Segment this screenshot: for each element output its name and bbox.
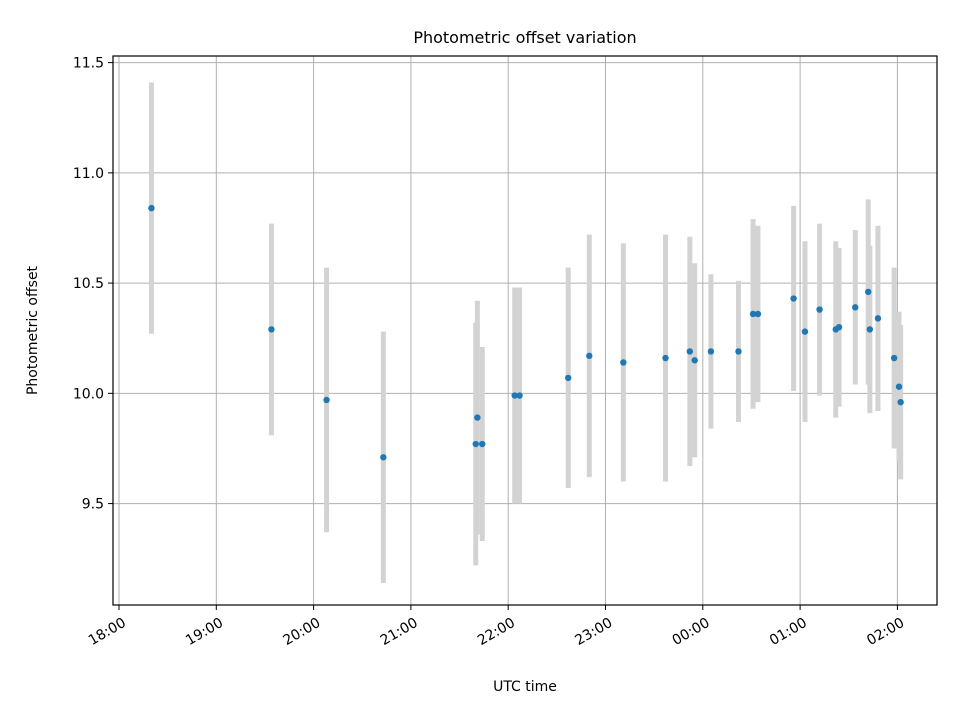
data-point (686, 348, 694, 355)
data-points (148, 204, 904, 461)
y-tick-label: 11.0 (73, 166, 104, 182)
data-point (268, 326, 275, 333)
data-point (516, 392, 523, 399)
data-point (874, 315, 882, 322)
x-tick-label: 20:00 (280, 615, 323, 649)
data-point (707, 348, 715, 355)
x-tick-label: 00:00 (670, 615, 713, 649)
data-point (801, 328, 809, 335)
data-point (565, 374, 572, 382)
data-point (835, 323, 843, 331)
y-axis-ticks: 9.5 10.0 10.5 11.0 11.5 (73, 56, 113, 513)
data-point (897, 398, 904, 406)
y-tick-label: 10.5 (73, 276, 104, 292)
x-tick-label: 18:00 (86, 615, 129, 649)
x-tick-label: 23:00 (572, 615, 615, 649)
data-point (323, 396, 330, 404)
x-tick-label: 01:00 (767, 615, 810, 649)
data-point (479, 440, 486, 448)
data-point (511, 392, 518, 399)
grid-lines (113, 56, 937, 605)
data-point (662, 354, 669, 362)
chart-title: Photometric offset variation (413, 28, 636, 47)
axes-frame (112, 55, 938, 606)
data-point (148, 204, 155, 212)
data-point (474, 414, 481, 421)
data-point (380, 454, 387, 461)
x-axis-ticks: 18:00 19:00 20:00 21:00 22:00 23:00 00:00 01:00… (86, 605, 907, 649)
y-tick-label: 10.0 (73, 386, 104, 402)
y-tick-label: 9.5 (82, 497, 104, 513)
error-bars (148, 82, 904, 583)
x-tick-label: 02:00 (864, 615, 907, 649)
data-point (865, 288, 872, 296)
data-point (816, 306, 823, 313)
data-point (586, 352, 593, 360)
data-point (895, 383, 903, 390)
data-point (890, 354, 898, 362)
y-tick-label: 11.5 (73, 56, 104, 72)
data-point (472, 440, 479, 448)
data-point (749, 310, 757, 318)
data-point (691, 357, 698, 364)
x-tick-label: 19:00 (183, 615, 226, 649)
data-point (866, 326, 874, 333)
data-point (852, 304, 859, 311)
x-axis-label: UTC time (493, 679, 557, 695)
y-axis-label: Photometric offset (25, 265, 41, 395)
data-point (754, 310, 762, 318)
data-point (620, 359, 627, 366)
data-point (790, 295, 797, 302)
x-tick-label: 21:00 (378, 615, 421, 649)
data-point (735, 348, 742, 355)
x-tick-label: 22:00 (475, 615, 518, 649)
